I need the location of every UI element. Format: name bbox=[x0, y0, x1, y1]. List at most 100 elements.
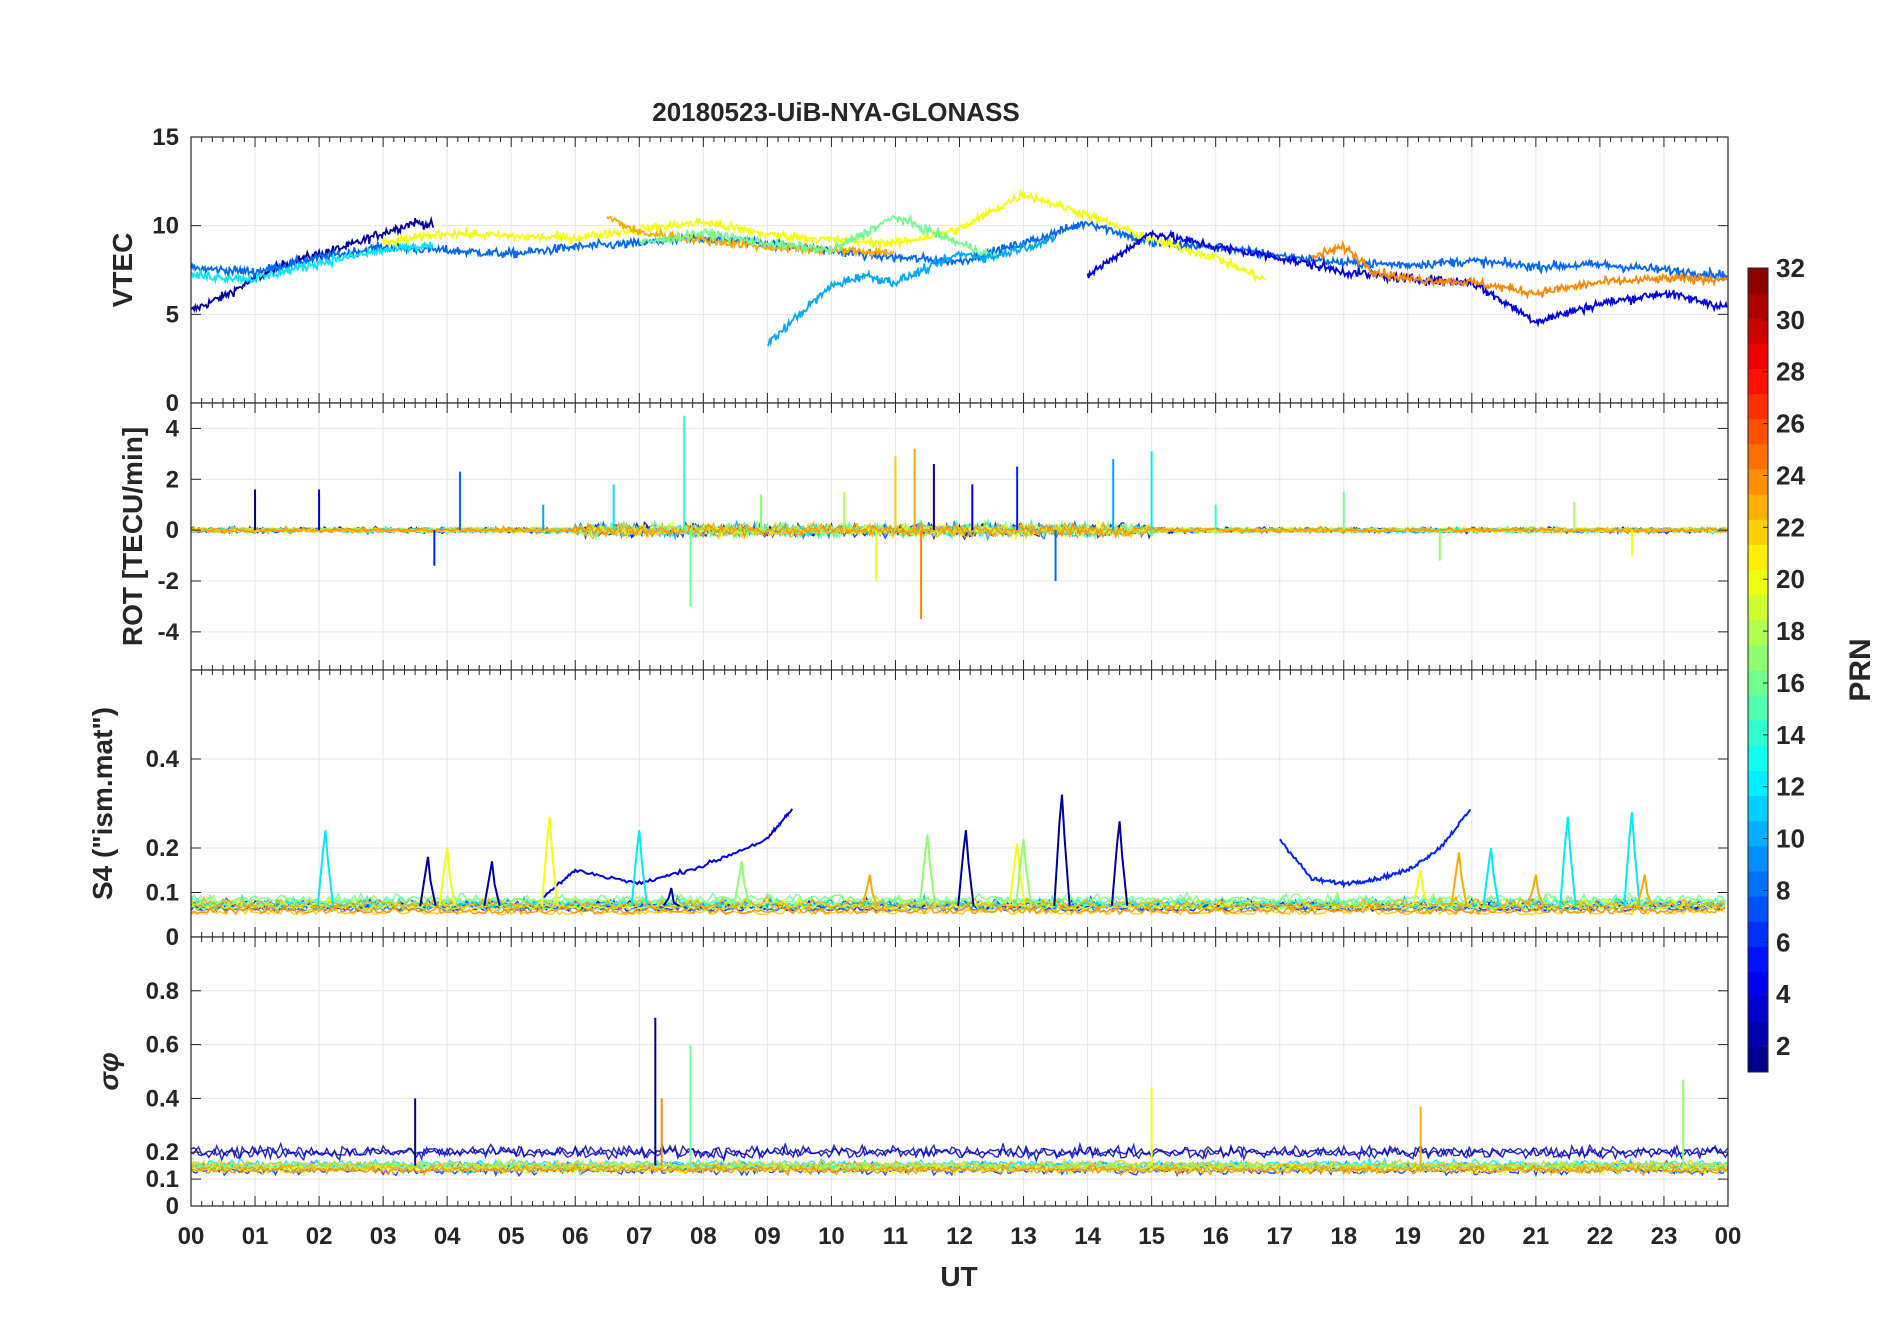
vtec-series-line bbox=[382, 188, 1267, 283]
x-tick-labels: 00 01 02 03 04 05 06 07 08 09 10 11 12 13 14 15 16 17 18 19… bbox=[178, 1223, 1742, 1250]
colorbar-box bbox=[1747, 267, 1769, 1073]
data-area bbox=[191, 415, 1728, 620]
colorbar-swatch bbox=[1748, 293, 1768, 319]
colorbar-tick-label: 22 bbox=[1776, 512, 1805, 542]
colorbar-swatch bbox=[1748, 695, 1768, 721]
colorbar-swatch bbox=[1748, 519, 1768, 545]
colorbar-tick-label: 20 bbox=[1776, 564, 1805, 594]
colorbar-tick-label: 2 bbox=[1776, 1031, 1790, 1061]
sigma-series-line bbox=[191, 1163, 1728, 1177]
colorbar-swatch bbox=[1748, 619, 1768, 646]
x-tick-label: 16 bbox=[1202, 1223, 1229, 1250]
s4-peak bbox=[483, 861, 501, 907]
colorbar-swatch bbox=[1748, 745, 1768, 771]
y-tick-label: 0 bbox=[166, 517, 179, 544]
s4-peak bbox=[1559, 816, 1577, 906]
y-tick-label: 2 bbox=[166, 466, 179, 493]
sigma-series-line bbox=[191, 1141, 1728, 1163]
data-area bbox=[191, 794, 1726, 917]
x-tick-label: 00 bbox=[1715, 1223, 1742, 1250]
y-tick-label: 0.1 bbox=[146, 880, 179, 907]
sigma-series-line bbox=[191, 1158, 1728, 1171]
s4-peak bbox=[1636, 874, 1654, 907]
x-ticks bbox=[190, 670, 1729, 937]
panel-rot: -4 -2 0 2 4 ROT [TECU/min] bbox=[117, 402, 1729, 671]
x-tick-label: 08 bbox=[690, 1223, 717, 1250]
x-tick-label: 05 bbox=[498, 1223, 525, 1250]
colorbar-tick-label: 28 bbox=[1776, 357, 1805, 387]
y-tick-label: 0.6 bbox=[146, 1032, 179, 1059]
y-tick-label: 0.4 bbox=[146, 1085, 180, 1112]
colorbar-swatch bbox=[1748, 418, 1768, 445]
s4-peak bbox=[1623, 812, 1641, 906]
s4-peak bbox=[662, 887, 680, 907]
y-tick-label: 15 bbox=[152, 124, 179, 151]
x-tick-label: 14 bbox=[1074, 1223, 1101, 1250]
x-tick-label: 17 bbox=[1266, 1223, 1293, 1250]
x-tick-label: 02 bbox=[306, 1223, 333, 1250]
x-tick-label: 09 bbox=[754, 1223, 781, 1250]
colorbar-tick-label: 30 bbox=[1776, 305, 1805, 335]
s4-peak bbox=[1008, 843, 1026, 906]
colorbar-swatch bbox=[1748, 368, 1768, 395]
x-tick-label: 22 bbox=[1587, 1223, 1614, 1250]
y-tick-label: 0 bbox=[166, 924, 179, 951]
x-tick-label: 06 bbox=[562, 1223, 589, 1250]
s4-peak bbox=[1110, 821, 1129, 906]
x-axis-label: UT bbox=[940, 1261, 977, 1292]
y-axis-label: σφ bbox=[93, 1052, 124, 1090]
s4-series-line bbox=[191, 902, 1726, 916]
vtec-series-line bbox=[767, 234, 1056, 347]
colorbar-tick-label: 10 bbox=[1776, 824, 1805, 854]
vtec-series-line bbox=[638, 213, 998, 261]
colorbar-tick-label: 8 bbox=[1776, 875, 1790, 905]
s4-peak bbox=[957, 830, 975, 906]
s4-peak bbox=[1014, 838, 1033, 906]
y-tick-label: 0.2 bbox=[146, 835, 179, 862]
colorbar-tick-label: 26 bbox=[1776, 409, 1805, 439]
s4-series-line bbox=[1279, 808, 1472, 889]
colorbar-swatch bbox=[1748, 971, 1768, 998]
y-axis-label: VTEC bbox=[107, 233, 138, 308]
colorbar-swatch bbox=[1748, 996, 1768, 1023]
colorbar-swatch bbox=[1748, 343, 1768, 369]
s4-peak bbox=[1053, 794, 1071, 906]
y-axis-label: S4 ("ism.mat") bbox=[87, 707, 118, 900]
colorbar-swatch bbox=[1748, 544, 1768, 570]
x-ticks bbox=[190, 937, 1729, 1206]
y-tick-label: 4 bbox=[166, 415, 180, 442]
s4-peak bbox=[1527, 874, 1545, 907]
x-tick-label: 00 bbox=[178, 1223, 205, 1250]
y-tick-label: 0 bbox=[166, 1193, 179, 1220]
colorbar-swatch bbox=[1748, 1021, 1768, 1048]
x-tick-label: 01 bbox=[242, 1223, 269, 1250]
colorbar-tick-label: 18 bbox=[1776, 616, 1805, 646]
x-tick-label: 13 bbox=[1010, 1223, 1037, 1250]
x-tick-label: 20 bbox=[1458, 1223, 1485, 1250]
x-tick-label: 15 bbox=[1138, 1223, 1165, 1250]
colorbar-tick-label: 32 bbox=[1776, 253, 1805, 283]
x-ticks bbox=[190, 403, 1729, 670]
x-tick-label: 18 bbox=[1330, 1223, 1357, 1250]
colorbar-swatch bbox=[1748, 318, 1768, 344]
colorbar-swatch bbox=[1748, 896, 1768, 922]
s4-peak bbox=[438, 847, 456, 907]
x-tick-label: 10 bbox=[818, 1223, 845, 1250]
x-tick-label: 19 bbox=[1394, 1223, 1421, 1250]
s4-peak bbox=[1450, 852, 1468, 907]
colorbar-tick-label: 14 bbox=[1776, 720, 1805, 750]
data-area bbox=[191, 1017, 1728, 1178]
colorbar-swatch bbox=[1748, 1046, 1768, 1073]
colorbar-swatch bbox=[1748, 946, 1768, 972]
y-tick-label: 0 bbox=[166, 390, 179, 417]
data-area bbox=[191, 188, 1728, 347]
colorbar-tick-label: 4 bbox=[1776, 979, 1791, 1009]
colorbar-swatch bbox=[1748, 770, 1768, 797]
vtec-series-line bbox=[1310, 240, 1728, 301]
x-tick-label: 04 bbox=[434, 1223, 461, 1250]
colorbar-swatch bbox=[1748, 393, 1768, 420]
colorbar-swatch bbox=[1748, 569, 1768, 596]
s4-peak bbox=[733, 861, 751, 907]
y-tick-label: 0.4 bbox=[146, 746, 180, 773]
